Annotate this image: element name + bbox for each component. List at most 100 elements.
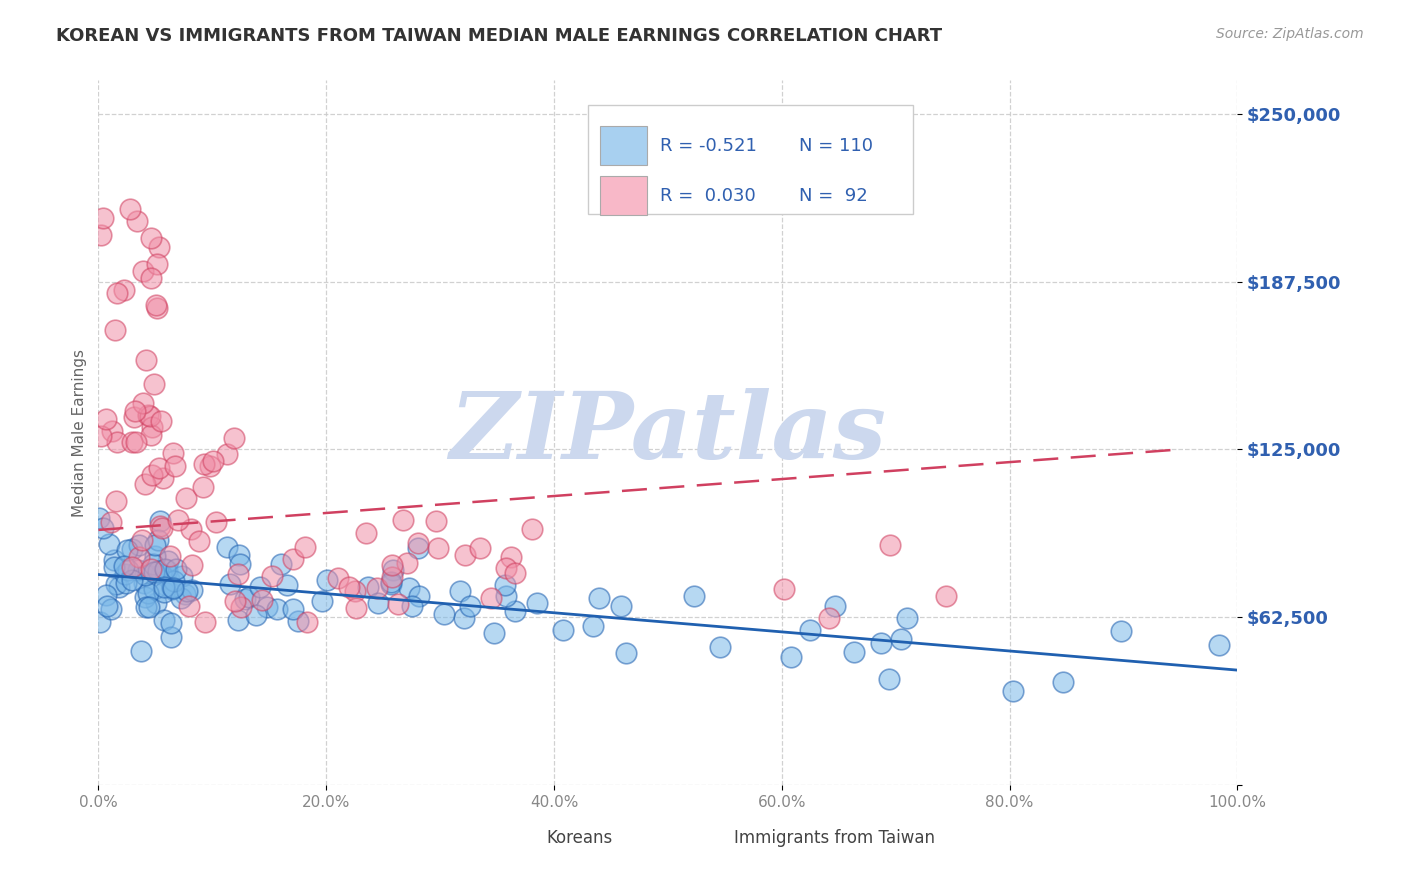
Point (381, 570, 404, 584)
Text: R = -0.521: R = -0.521 (659, 137, 756, 155)
Point (193, 458, 215, 472)
Point (121, 559, 143, 574)
Text: N = 110: N = 110 (799, 137, 873, 155)
Point (458, 599, 481, 613)
Point (160, 580, 183, 594)
Point (160, 630, 183, 644)
Point (153, 584, 176, 599)
Point (896, 611, 918, 625)
Point (398, 581, 420, 595)
Point (149, 414, 172, 428)
Point (105, 434, 128, 449)
Point (406, 541, 429, 556)
Point (191, 480, 214, 494)
Point (614, 647, 637, 661)
Point (499, 549, 522, 564)
Point (454, 548, 477, 562)
Point (287, 614, 309, 628)
Point (124, 435, 146, 450)
Point (433, 607, 456, 621)
Point (159, 549, 181, 563)
Point (228, 548, 250, 562)
Point (157, 572, 180, 586)
Point (198, 459, 221, 474)
Point (426, 541, 449, 556)
Point (145, 298, 167, 312)
Point (187, 534, 209, 549)
Point (425, 514, 447, 528)
Point (817, 611, 839, 625)
Point (177, 599, 200, 614)
Y-axis label: Median Male Earnings: Median Male Earnings (72, 349, 87, 516)
Text: Koreans: Koreans (546, 829, 612, 847)
Point (153, 580, 176, 594)
Point (354, 525, 377, 540)
Point (256, 599, 278, 614)
Point (344, 600, 367, 615)
Point (118, 202, 141, 216)
Point (228, 613, 250, 627)
Point (148, 460, 170, 475)
Point (935, 589, 957, 603)
Point (163, 458, 186, 473)
Point (104, 494, 127, 508)
Text: Source: ZipAtlas.com: Source: ZipAtlas.com (1216, 27, 1364, 41)
Point (149, 514, 172, 528)
Point (105, 285, 128, 300)
Point (245, 607, 267, 622)
Point (132, 396, 155, 410)
Point (380, 574, 402, 589)
Point (165, 562, 187, 576)
Point (131, 644, 153, 658)
FancyBboxPatch shape (501, 823, 537, 852)
Point (90, 428, 112, 442)
Point (138, 599, 160, 614)
Point (382, 564, 405, 578)
Point (162, 582, 184, 597)
Point (134, 568, 156, 582)
Point (141, 467, 163, 482)
Point (526, 596, 548, 610)
Point (682, 590, 704, 604)
Point (100, 424, 122, 438)
Point (174, 587, 197, 601)
Point (108, 580, 131, 594)
Point (136, 408, 159, 422)
Point (226, 567, 249, 582)
Point (294, 541, 316, 555)
Point (824, 599, 846, 613)
Point (148, 565, 170, 579)
Point (270, 557, 292, 571)
Point (139, 409, 162, 424)
Point (145, 257, 167, 271)
Text: ZIPatlas: ZIPatlas (450, 388, 886, 477)
Point (143, 582, 166, 596)
Point (162, 446, 184, 460)
Point (128, 539, 150, 553)
Point (142, 557, 165, 571)
Point (143, 549, 166, 563)
Point (170, 591, 193, 605)
Point (233, 592, 256, 607)
Point (132, 264, 155, 278)
Point (520, 522, 543, 536)
Point (96, 599, 118, 613)
Point (117, 563, 139, 577)
Point (252, 592, 274, 607)
Point (395, 556, 418, 570)
Point (121, 541, 143, 556)
Point (152, 471, 174, 485)
Point (131, 533, 153, 547)
Point (114, 576, 136, 591)
Point (276, 577, 298, 591)
Point (503, 566, 526, 580)
Point (100, 515, 122, 529)
Point (163, 574, 186, 588)
Point (162, 581, 184, 595)
Point (311, 594, 333, 608)
Point (90, 228, 112, 243)
Point (134, 591, 156, 605)
Point (295, 615, 318, 629)
Point (139, 561, 162, 575)
Point (387, 598, 409, 612)
